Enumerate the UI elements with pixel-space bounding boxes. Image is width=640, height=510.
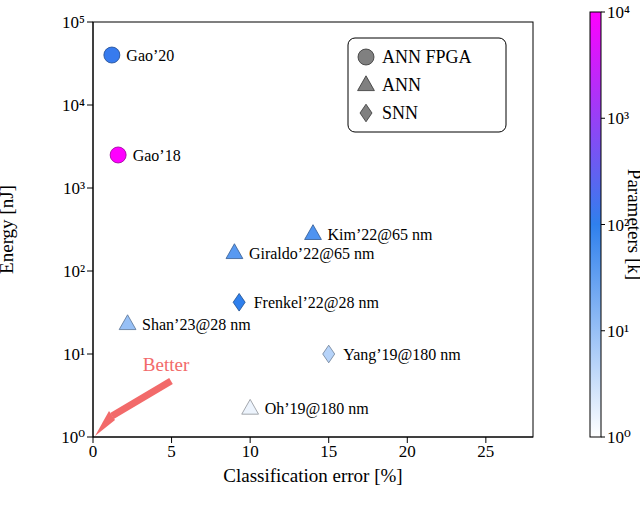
svg-text:10⁰: 10⁰ <box>61 428 85 447</box>
svg-text:ANN FPGA: ANN FPGA <box>382 47 472 67</box>
svg-text:5: 5 <box>167 442 176 461</box>
svg-text:10²: 10² <box>607 216 629 235</box>
svg-text:Giraldo’22@65 nm: Giraldo’22@65 nm <box>249 245 375 263</box>
svg-text:Shan’23@28 nm: Shan’23@28 nm <box>142 316 251 334</box>
svg-text:Frenkel’22@28 nm: Frenkel’22@28 nm <box>254 294 380 312</box>
svg-text:10⁵: 10⁵ <box>62 13 85 32</box>
svg-text:10: 10 <box>242 442 259 461</box>
svg-text:Better: Better <box>143 354 190 375</box>
svg-text:ANN: ANN <box>382 75 421 95</box>
svg-text:Kim’22@65 nm: Kim’22@65 nm <box>328 226 434 244</box>
svg-text:10¹: 10¹ <box>63 345 85 364</box>
svg-text:Classification error [%]: Classification error [%] <box>223 465 402 486</box>
svg-text:Gao’20: Gao’20 <box>126 47 174 64</box>
svg-text:25: 25 <box>477 442 494 461</box>
svg-text:10⁰: 10⁰ <box>607 428 631 447</box>
svg-text:Oh’19@180 nm: Oh’19@180 nm <box>265 400 370 418</box>
svg-text:10¹: 10¹ <box>607 322 629 341</box>
svg-text:Energy [nJ]: Energy [nJ] <box>8 185 17 274</box>
svg-text:10³: 10³ <box>63 179 85 198</box>
svg-text:10⁴: 10⁴ <box>607 3 630 22</box>
svg-text:SNN: SNN <box>382 103 418 123</box>
svg-text:Yang’19@180 nm: Yang’19@180 nm <box>343 346 461 364</box>
svg-text:Parameters [k]: Parameters [k] <box>624 169 632 280</box>
svg-text:15: 15 <box>320 442 337 461</box>
svg-text:10⁴: 10⁴ <box>62 96 85 115</box>
svg-text:20: 20 <box>399 442 416 461</box>
svg-text:0: 0 <box>89 442 98 461</box>
svg-text:10³: 10³ <box>607 109 629 128</box>
svg-text:10²: 10² <box>63 262 85 281</box>
svg-text:Gao’18: Gao’18 <box>133 147 181 164</box>
